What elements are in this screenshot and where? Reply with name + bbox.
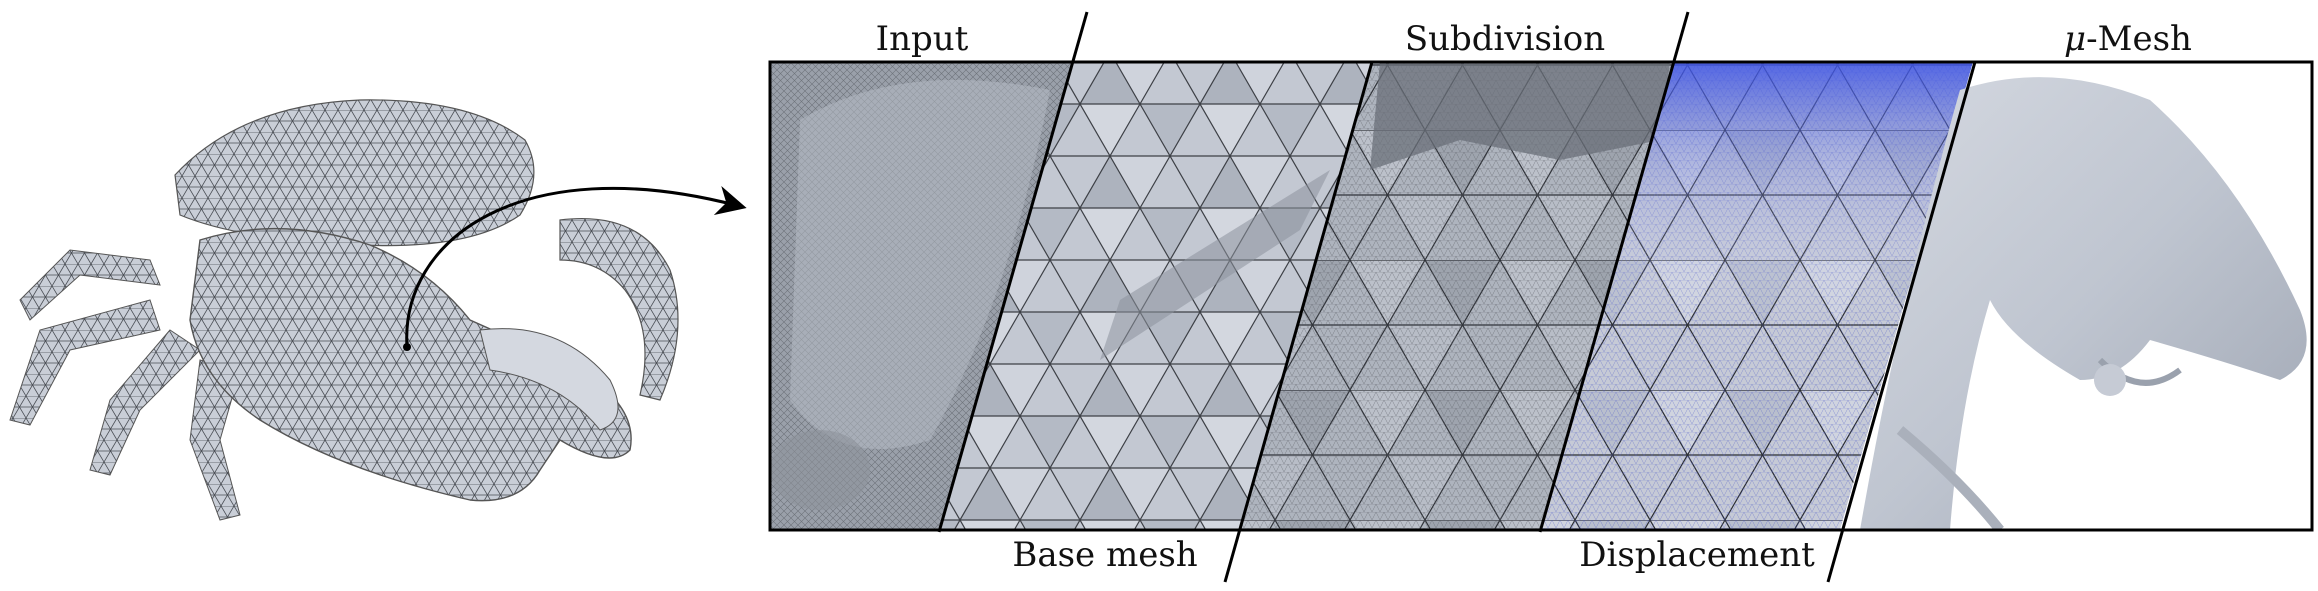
crab-leg: [89, 329, 201, 476]
crab-carapace: [174, 99, 535, 247]
label-displacement: Displacement: [1579, 535, 1815, 575]
separator-displacement-mumesh: [1826, 61, 1977, 583]
panel-separators: [937, 11, 1977, 583]
panel-frame: [768, 60, 2314, 532]
crab-big-claw: [189, 227, 632, 502]
crab-leg: [9, 299, 161, 426]
label-input: Input: [876, 19, 969, 59]
label-mu-mesh: μ-Mesh: [2064, 19, 2192, 59]
label-mu-suffix: -Mesh: [2086, 19, 2192, 59]
label-subdivision: Subdivision: [1405, 19, 1605, 59]
separator-input-base: [937, 11, 1089, 533]
callout-arrow: [405, 186, 747, 348]
panel-strip: [770, 62, 2312, 530]
crab-small-claw: [559, 218, 679, 401]
crab-mesh-illustration: [9, 99, 679, 521]
label-mu-symbol: μ: [2064, 19, 2086, 59]
separator-base-subdivision: [1223, 61, 1374, 583]
label-base-mesh: Base mesh: [1012, 535, 1197, 575]
crab-leg: [19, 249, 161, 321]
separator-subdivision-displacement: [1538, 11, 1690, 533]
